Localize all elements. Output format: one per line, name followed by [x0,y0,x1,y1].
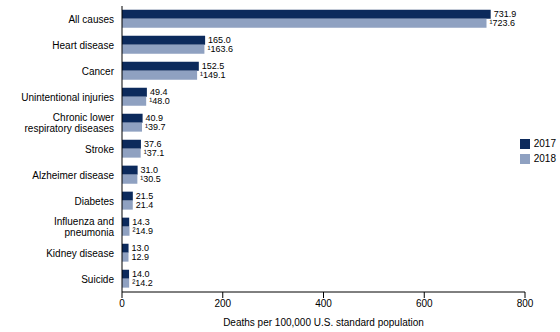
svg-text:31.0: 31.0 [140,165,159,176]
svg-text:Alzheimer disease: Alzheimer disease [32,170,114,181]
svg-text:Heart disease: Heart disease [52,40,114,51]
svg-text:13.0: 13.0 [131,243,150,254]
svg-text:All causes: All causes [68,14,114,25]
svg-text:Unintentional injuries: Unintentional injuries [21,92,114,103]
svg-text:Kidney disease: Kidney disease [46,248,114,259]
svg-text:¹39.7: ¹39.7 [145,122,166,132]
svg-text:165.0: 165.0 [208,35,231,46]
svg-text:731.9: 731.9 [493,9,517,20]
svg-text:14.0: 14.0 [132,269,150,280]
svg-text:12.9: 12.9 [131,252,149,262]
svg-text:Stroke: Stroke [85,144,114,155]
svg-text:Cancer: Cancer [82,66,115,77]
svg-text:14.3: 14.3 [132,217,150,228]
svg-text:¹48.0: ¹48.0 [149,96,170,106]
svg-text:600: 600 [416,298,433,309]
svg-text:Suicide: Suicide [81,274,114,285]
svg-text:Diabetes: Diabetes [75,196,114,207]
svg-text:Deaths per 100,000 U.S. standa: Deaths per 100,000 U.S. standard populat… [223,317,424,328]
svg-text:¹149.1: ¹149.1 [200,70,226,80]
svg-text:37.6: 37.6 [143,139,162,150]
svg-text:200: 200 [214,298,231,309]
svg-text:400: 400 [315,298,332,309]
svg-text:¹37.1: ¹37.1 [144,148,165,158]
svg-text:152.5: 152.5 [201,61,225,72]
svg-text:²14.9: ²14.9 [133,226,154,236]
svg-text:21.4: 21.4 [136,200,154,210]
svg-text:800: 800 [517,298,534,309]
svg-text:Chronic lowerrespiratory disea: Chronic lowerrespiratory diseases [25,112,115,134]
svg-text:21.5: 21.5 [135,191,154,202]
html-text:2017: 2017 [533,138,556,149]
svg-text:0: 0 [119,298,125,309]
svg-text:²14.2: ²14.2 [132,278,153,288]
html-text:2018: 2018 [533,153,556,164]
svg-text:Influenza andpneumonia: Influenza andpneumonia [54,216,114,238]
svg-text:¹163.6: ¹163.6 [207,44,233,54]
svg-text:40.9: 40.9 [145,113,164,124]
svg-text:49.4: 49.4 [149,87,168,98]
svg-text:¹723.6: ¹723.6 [490,18,516,28]
svg-text:¹30.5: ¹30.5 [140,174,161,184]
